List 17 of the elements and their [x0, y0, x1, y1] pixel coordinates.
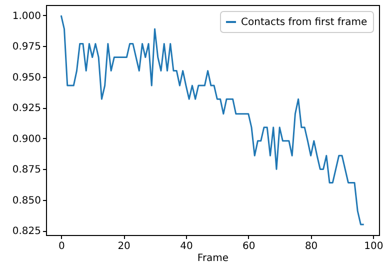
x-tick-label: 80 [304, 241, 318, 252]
y-tick-label: 0.875 [12, 164, 41, 176]
y-tick-label: 0.850 [12, 195, 41, 206]
line-series [60, 14, 365, 226]
y-tick-label: 0.950 [12, 72, 41, 84]
x-tick-label: 0 [58, 241, 65, 252]
x-tick-label: 100 [364, 241, 384, 252]
y-tick-label: 0.825 [12, 226, 41, 238]
x-tick-label: 20 [118, 241, 130, 252]
x-tick-label: 40 [180, 241, 193, 252]
x-axis-title: Frame [197, 253, 229, 262]
y-tick-label: 1.000 [12, 10, 41, 22]
x-tick-label: 60 [242, 241, 256, 252]
y-tick-label: 0.925 [12, 103, 41, 114]
y-tick-label: 0.900 [12, 134, 41, 145]
legend-label: Contacts from first frame [241, 17, 368, 28]
y-tick-label: 0.975 [12, 42, 41, 53]
